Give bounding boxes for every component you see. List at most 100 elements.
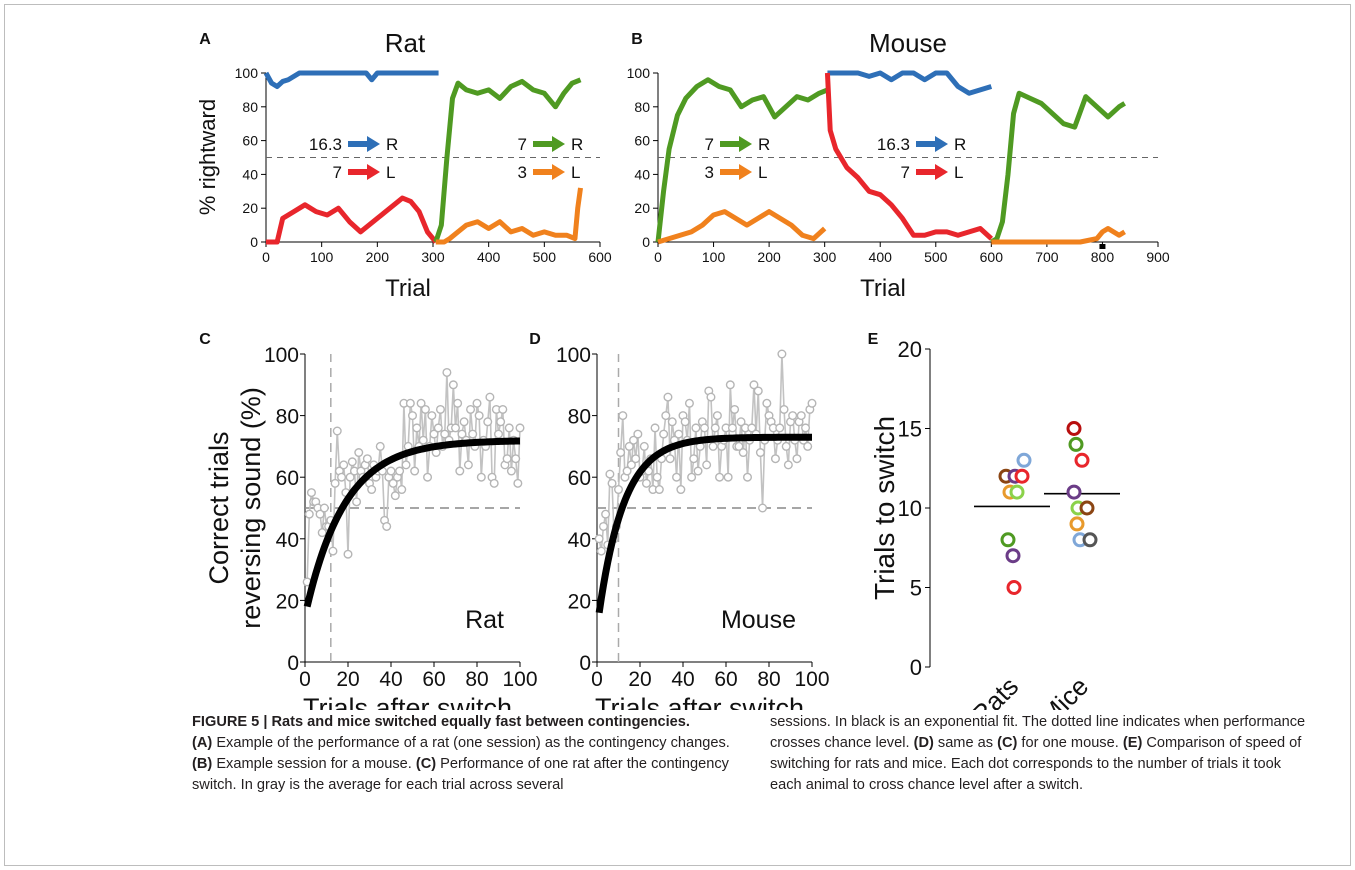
panel-B-x-tick-label: 100 <box>702 249 726 265</box>
panel-D-data-point <box>665 454 675 464</box>
panel-C-data-point <box>328 546 338 556</box>
caption-left-bold-2: (C) <box>415 756 437 772</box>
panel-D-data-point <box>775 423 785 433</box>
panel-C-data-point <box>345 472 355 482</box>
panel-D-data-point <box>723 472 733 482</box>
panel-C-data-point <box>457 429 467 439</box>
panel-B-label-1-number: 3 <box>705 163 714 182</box>
panel-D-data-point <box>605 469 615 479</box>
panel-D-data-point <box>616 448 626 458</box>
panel-D-data-point <box>661 411 671 421</box>
caption-left-text-0: Example of the performance of a rat (one… <box>212 735 730 751</box>
panel-B: 0 100 200 300 400 500 600 700 800 900 0 20 40 60 80 100… <box>627 28 1170 302</box>
panel-C-data-point <box>332 426 342 436</box>
panel-D-data-point <box>676 485 686 495</box>
panel-C: 0 20 40 60 80 100 0 20 40 60 80 100 Rat Trials after … <box>204 344 538 710</box>
panel-D-data-point <box>777 349 787 359</box>
panel-B-label-3-number: 7 <box>901 163 910 182</box>
panel-A-x-tick-label: 500 <box>533 249 557 265</box>
panel-E-y-tick-label: 5 <box>910 576 922 601</box>
panel-C-data-point <box>306 488 316 498</box>
panel-B-label-3-side: L <box>954 163 963 182</box>
panel-D-data-point <box>725 380 735 390</box>
panel-C-data-point <box>435 404 445 414</box>
panel-A-label-1-arrow-head <box>367 164 380 180</box>
panel-C-data-point <box>476 472 486 482</box>
panel-B-y-tick-label: 100 <box>627 65 651 81</box>
panel-D-data-point <box>659 429 669 439</box>
panel-C-data-point <box>504 423 514 433</box>
panel-E-point <box>1006 580 1022 595</box>
panel-A-label-2-number: 7 <box>518 135 527 154</box>
panel-D-data-point <box>753 386 763 396</box>
panel-C-data-point <box>352 497 362 507</box>
panel-D-data-point <box>749 380 759 390</box>
panel-A-y-label: % rightward <box>195 99 220 215</box>
panel-E-point <box>1069 516 1085 532</box>
panel-D-data-point <box>758 503 768 513</box>
panel-C-x-label: Trials after switch <box>303 693 512 710</box>
panel-C-x-tick-label: 100 <box>502 668 537 691</box>
panel-D-data-point <box>654 485 664 495</box>
panel-C-y-label-0: Correct trials <box>204 431 234 584</box>
panel-C-data-point <box>427 411 437 421</box>
panel-A-label-3-arrow-head <box>552 164 565 180</box>
panel-E-point <box>1014 468 1030 484</box>
panel-A-y-tick-label: 0 <box>250 234 258 250</box>
panel-C-data-point <box>405 398 415 408</box>
panel-C-data-point <box>498 404 508 414</box>
panel-D-data-point <box>633 429 643 439</box>
panel-B-x-tick-label: 200 <box>757 249 781 265</box>
panel-D-data-point <box>691 423 701 433</box>
panel-letter-C: C <box>199 331 211 348</box>
panel-C-data-point <box>390 491 400 501</box>
panel-E-y-tick-label: 15 <box>898 417 922 442</box>
panel-C-data-point <box>451 423 461 433</box>
panel-A-series-3 <box>435 187 583 245</box>
panel-B-y-tick-label: 60 <box>634 133 650 149</box>
panel-C-data-point <box>315 509 325 519</box>
panel-D-data-point <box>667 417 677 427</box>
panel-C-data-point <box>410 466 420 476</box>
panel-C-data-point <box>395 466 405 476</box>
panel-C-data-point <box>506 466 516 476</box>
panel-C-x-tick-label: 80 <box>465 668 488 691</box>
panel-C-data-point <box>448 380 458 390</box>
panel-A: 0 100 200 300 400 500 600 0 20 40 60 80 100 Rat Trial%… <box>195 28 612 302</box>
panel-D-x-tick-label: 0 <box>591 668 603 691</box>
panel-D-data-point <box>738 448 748 458</box>
panel-D-data-point <box>607 478 617 488</box>
panel-C-data-point <box>440 429 450 439</box>
panel-C-data-point <box>433 423 443 433</box>
panel-A-x-tick-label: 300 <box>421 249 445 265</box>
panel-C-data-point <box>483 417 493 427</box>
panel-C-data-point <box>455 466 465 476</box>
panel-D-data-point <box>680 417 690 427</box>
panel-letter-D: D <box>529 331 541 348</box>
caption-right-bold-2: (C) <box>997 735 1018 751</box>
panel-D-data-point <box>762 398 772 408</box>
panel-D-data-point <box>807 398 817 408</box>
panel-B-series-2 <box>827 70 993 96</box>
panel-B-title: Mouse <box>869 28 947 58</box>
panel-C-data-point <box>386 466 396 476</box>
panel-B-label-2-arrow-head <box>935 136 948 152</box>
caption-column-right: sessions. In black is an exponential fit… <box>770 712 1310 796</box>
panel-C-y-tick-label: 0 <box>287 652 299 675</box>
panel-D-annotation: Mouse <box>721 606 796 634</box>
panel-C-y-tick-label: 40 <box>276 529 299 552</box>
panel-B-x-tick-label: 800 <box>1091 249 1115 265</box>
figure-frame <box>4 4 1351 866</box>
panel-D-data-point <box>706 392 716 402</box>
panel-C-data-point <box>442 367 452 377</box>
panel-D-data-point <box>629 435 639 445</box>
panel-C-data-point <box>337 472 347 482</box>
panel-C-data-point <box>485 392 495 402</box>
panel-C-data-point <box>468 429 478 439</box>
panel-D-data-point <box>674 429 684 439</box>
panel-B-y-tick-label: 0 <box>642 234 650 250</box>
panel-B-x-label: Trial <box>860 275 906 302</box>
panel-D-y-tick-label: 40 <box>568 529 591 552</box>
panel-D-data-point <box>727 423 737 433</box>
caption-right-text-2: for one mouse. <box>1017 735 1123 751</box>
